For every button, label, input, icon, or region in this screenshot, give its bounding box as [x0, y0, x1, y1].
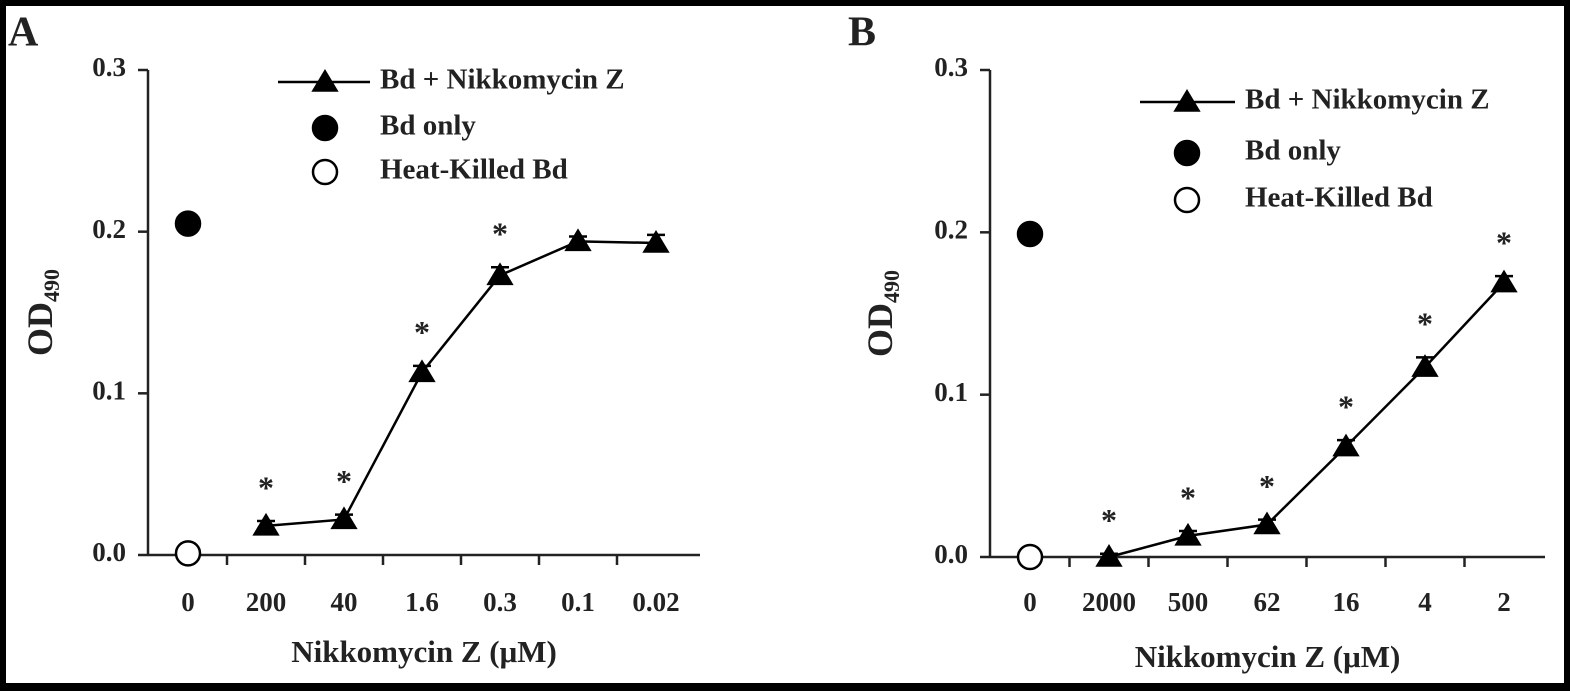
significance-mark: * — [1101, 502, 1117, 538]
triangle-marker — [1332, 433, 1360, 457]
series-line — [1108, 281, 1505, 559]
series-line — [265, 240, 657, 528]
x-tick-label: 0.02 — [632, 587, 679, 617]
x-tick-label: 0 — [1023, 587, 1037, 617]
legend-circle-marker — [1173, 139, 1201, 167]
y-axis-label-sub: 490 — [39, 269, 64, 302]
legend-label: Bd + Nikkomycin Z — [380, 64, 625, 96]
triangle-marker — [1174, 522, 1202, 546]
legend-label: Bd + Nikkomycin Z — [1245, 84, 1490, 116]
triangle-marker — [1253, 511, 1281, 535]
circle-marker — [174, 540, 202, 567]
significance-mark: * — [1259, 468, 1275, 504]
triangle-marker — [408, 359, 436, 383]
legend-circle-marker — [311, 114, 339, 142]
triangle-marker — [642, 229, 670, 253]
x-tick-label: 1.6 — [405, 587, 439, 617]
circle-marker — [1016, 543, 1044, 571]
triangle-marker — [1490, 269, 1518, 293]
panel-label: A — [8, 10, 39, 56]
legend-circle-marker — [311, 158, 339, 186]
significance-mark: * — [1180, 479, 1196, 515]
y-tick-label: 0.2 — [934, 215, 968, 245]
triangle-marker — [1095, 544, 1123, 567]
y-tick-label: 0.2 — [92, 214, 126, 244]
x-tick-label: 2000 — [1082, 587, 1136, 617]
x-tick-label: 0.3 — [483, 587, 517, 617]
x-tick-label: 0.1 — [561, 587, 595, 617]
legend-triangle-marker — [1173, 89, 1201, 112]
x-tick-label: 40 — [331, 587, 358, 617]
legend-label: Bd only — [1245, 135, 1341, 167]
significance-mark: * — [1338, 388, 1354, 424]
x-tick-label: 0 — [181, 587, 195, 617]
y-tick-label: 0.0 — [92, 537, 126, 567]
y-tick-label: 0.3 — [934, 52, 968, 82]
y-tick-label: 0.0 — [934, 539, 968, 569]
significance-mark: * — [336, 463, 352, 499]
legend-circle-marker — [1173, 186, 1201, 214]
x-tick-label: 16 — [1333, 587, 1360, 617]
legend-triangle-marker — [311, 69, 339, 92]
y-tick-label: 0.3 — [92, 52, 126, 82]
x-tick-label: 62 — [1254, 587, 1281, 617]
triangle-marker — [486, 262, 514, 286]
y-axis-label-main: OD — [860, 303, 900, 357]
significance-mark: * — [258, 469, 274, 505]
significance-mark: * — [414, 314, 430, 350]
triangle-marker — [1411, 354, 1439, 377]
background — [6, 6, 1564, 683]
triangle-marker — [330, 506, 358, 530]
x-tick-label: 2 — [1497, 587, 1511, 617]
panel-label: B — [848, 10, 876, 56]
significance-mark: * — [1496, 225, 1512, 261]
y-axis-label: OD490 — [860, 270, 904, 357]
y-tick-label: 0.1 — [92, 376, 126, 406]
x-axis-label: Nikkomycin Z (μM) — [291, 634, 557, 669]
triangle-marker — [564, 228, 592, 252]
y-axis-label: OD490 — [20, 269, 64, 356]
significance-mark: * — [1417, 306, 1433, 342]
x-tick-label: 500 — [1168, 587, 1209, 617]
x-axis-label: Nikkomycin Z (μM) — [1135, 639, 1401, 674]
legend-label: Heat-Killed Bd — [380, 154, 568, 186]
y-tick-label: 0.1 — [934, 377, 968, 407]
significance-mark: * — [492, 216, 508, 252]
y-axis-label-main: OD — [20, 302, 60, 356]
legend-label: Bd only — [380, 110, 476, 142]
circle-marker — [174, 210, 202, 237]
legend-label: Heat-Killed Bd — [1245, 182, 1433, 214]
triangle-marker — [252, 512, 280, 536]
circle-marker — [1016, 220, 1044, 248]
x-tick-label: 200 — [246, 587, 287, 617]
y-axis-label-sub: 490 — [879, 270, 904, 303]
x-tick-label: 4 — [1418, 587, 1432, 617]
